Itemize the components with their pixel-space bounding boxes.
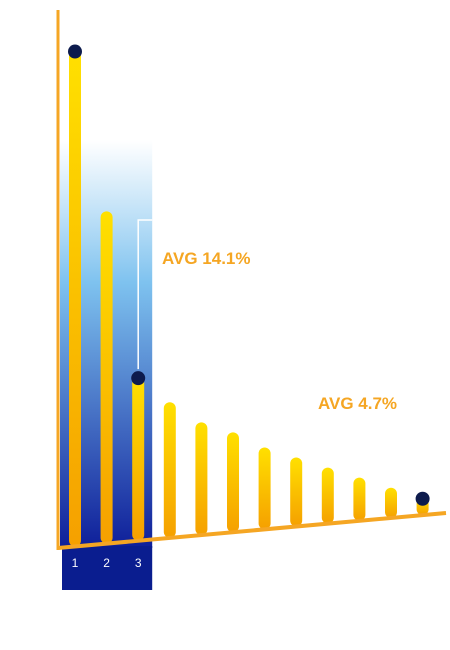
marker-bar-3 <box>131 371 146 386</box>
bar-11 <box>385 487 397 518</box>
bar-5 <box>195 422 208 536</box>
avg-bracket <box>137 219 153 370</box>
category-label-tab <box>62 546 153 590</box>
tick-labels-group: 1 2 3 <box>72 556 142 570</box>
bar-10 <box>353 477 366 521</box>
bar-4 <box>163 402 176 538</box>
avg-label-rest: AVG 4.7% <box>318 394 397 413</box>
tick-label-2: 2 <box>103 556 110 570</box>
marker-bar-12 <box>415 491 430 506</box>
x-axis <box>57 511 447 550</box>
bar-9 <box>321 467 334 524</box>
bar-7 <box>258 447 271 530</box>
bar-8 <box>290 457 303 527</box>
tick-label-1: 1 <box>72 556 79 570</box>
bars-group <box>68 44 430 547</box>
bar-3 <box>132 377 145 541</box>
bar-1 <box>69 50 81 547</box>
avg-label-first-three: AVG 14.1% <box>162 249 251 268</box>
tick-label-3: 3 <box>135 556 142 570</box>
bar-2 <box>100 211 113 544</box>
marker-bar-1 <box>68 44 82 59</box>
bar-6 <box>227 432 239 533</box>
